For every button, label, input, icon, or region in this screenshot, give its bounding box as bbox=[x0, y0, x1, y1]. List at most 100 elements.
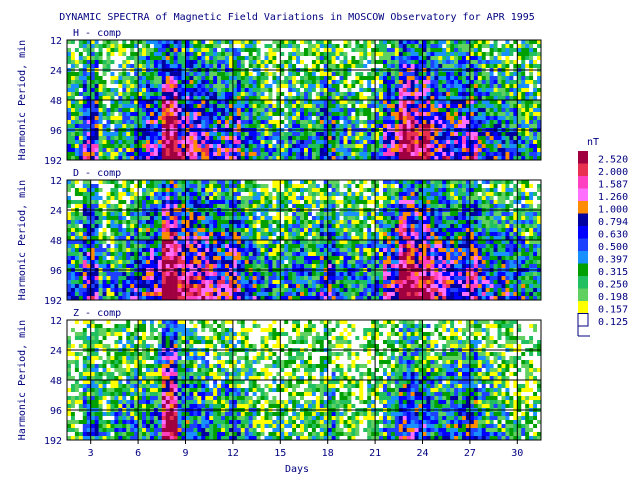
spectrum-cell bbox=[379, 64, 384, 69]
spectrum-cell bbox=[529, 116, 534, 121]
spectrum-cell bbox=[181, 112, 186, 117]
spectrum-cell bbox=[509, 100, 514, 105]
spectrum-cell bbox=[347, 116, 352, 121]
spectrum-cell bbox=[122, 48, 127, 53]
spectrum-cell bbox=[193, 152, 198, 157]
spectrum-cell bbox=[236, 84, 242, 89]
spectrum-cell bbox=[138, 64, 143, 69]
spectrum-cell bbox=[454, 44, 459, 49]
spectrum-cell bbox=[296, 156, 301, 161]
spectrum-cell bbox=[240, 84, 246, 89]
spectrum-cell bbox=[209, 224, 214, 229]
spectrum-cell bbox=[197, 216, 202, 221]
spectrum-cell bbox=[410, 64, 415, 69]
spectrum-cell bbox=[375, 136, 380, 141]
spectrum-cell bbox=[98, 104, 103, 109]
spectrum-cell bbox=[153, 204, 159, 209]
spectrum-cell bbox=[228, 180, 234, 185]
spectrum-cell bbox=[232, 156, 238, 161]
spectrum-cell bbox=[402, 104, 407, 109]
spectrum-cell bbox=[94, 40, 99, 45]
spectrum-cell bbox=[284, 72, 289, 77]
spectrum-cell bbox=[114, 280, 119, 285]
spectrum-cell bbox=[462, 108, 467, 113]
spectrum-cell bbox=[98, 152, 103, 157]
spectrum-cell bbox=[359, 40, 364, 45]
spectrum-cell bbox=[161, 84, 167, 89]
spectrum-cell bbox=[67, 204, 72, 209]
spectrum-cell bbox=[248, 76, 253, 81]
spectrum-cell bbox=[94, 108, 99, 113]
spectrum-cell bbox=[173, 264, 178, 269]
spectrum-cell bbox=[225, 248, 230, 253]
spectrum-cell bbox=[193, 44, 198, 49]
spectrum-cell bbox=[529, 100, 534, 105]
spectrum-cell bbox=[469, 120, 475, 125]
spectrum-cell bbox=[209, 272, 214, 277]
spectrum-cell bbox=[284, 88, 289, 93]
spectrum-cell bbox=[462, 88, 467, 93]
spectrum-cell bbox=[442, 136, 447, 141]
spectrum-cell bbox=[153, 196, 159, 201]
spectrum-cell bbox=[517, 100, 522, 105]
spectrum-cell bbox=[296, 104, 301, 109]
spectrum-cell bbox=[264, 56, 269, 61]
spectrum-cell bbox=[335, 148, 340, 153]
spectrum-cell bbox=[438, 112, 443, 117]
spectrum-cell bbox=[209, 204, 214, 209]
spectrum-cell bbox=[497, 152, 502, 157]
spectrum-cell bbox=[465, 56, 471, 61]
spectrum-cell bbox=[142, 80, 147, 85]
spectrum-cell bbox=[525, 104, 530, 109]
spectrum-cell bbox=[114, 252, 119, 257]
spectrum-cell bbox=[232, 248, 238, 253]
spectrum-cell bbox=[169, 108, 174, 113]
spectrum-cell bbox=[185, 244, 190, 249]
spectrum-cell bbox=[252, 148, 257, 153]
spectrum-cell bbox=[67, 76, 72, 81]
spectrum-cell bbox=[402, 72, 407, 77]
spectrum-cell bbox=[315, 112, 321, 117]
spectrum-cell bbox=[94, 76, 99, 81]
spectrum-cell bbox=[300, 140, 305, 145]
spectrum-cell bbox=[284, 100, 289, 105]
spectrum-cell bbox=[398, 40, 404, 45]
spectrum-cell bbox=[244, 244, 249, 249]
spectrum-cell bbox=[402, 60, 407, 65]
spectrum-cell bbox=[106, 236, 111, 241]
spectrum-cell bbox=[126, 192, 131, 197]
spectrum-cell bbox=[209, 236, 214, 241]
spectrum-cell bbox=[398, 120, 404, 125]
spectrum-cell bbox=[386, 80, 392, 85]
spectrum-cell bbox=[311, 156, 317, 161]
spectrum-cell bbox=[232, 92, 238, 97]
spectrum-cell bbox=[149, 256, 155, 261]
spectrum-cell bbox=[106, 116, 111, 121]
spectrum-cell bbox=[122, 200, 127, 205]
spectrum-cell bbox=[118, 48, 123, 53]
spectrum-cell bbox=[450, 108, 455, 113]
spectrum-cell bbox=[529, 132, 534, 137]
spectrum-cell bbox=[505, 88, 510, 93]
spectrum-cell bbox=[327, 116, 332, 121]
spectrum-cell bbox=[485, 44, 490, 49]
spectrum-cell bbox=[130, 88, 135, 93]
spectrum-cell bbox=[335, 152, 340, 157]
spectrum-cell bbox=[252, 108, 257, 113]
spectrum-cell bbox=[355, 96, 360, 101]
spectrum-cell bbox=[221, 136, 226, 141]
spectrum-cell bbox=[465, 120, 471, 125]
spectrum-cell bbox=[173, 56, 178, 61]
spectrum-cell bbox=[82, 108, 88, 113]
spectrum-cell bbox=[74, 224, 80, 229]
spectrum-cell bbox=[221, 44, 226, 49]
spectrum-cell bbox=[225, 76, 230, 81]
spectrum-cell bbox=[537, 120, 542, 125]
spectrum-cell bbox=[359, 136, 364, 141]
spectrum-cell bbox=[533, 96, 538, 101]
spectrum-cell bbox=[193, 240, 198, 245]
spectrum-cell bbox=[497, 124, 502, 129]
spectrum-cell bbox=[189, 96, 194, 101]
spectrum-cell bbox=[70, 284, 76, 289]
spectrum-cell bbox=[82, 88, 88, 93]
